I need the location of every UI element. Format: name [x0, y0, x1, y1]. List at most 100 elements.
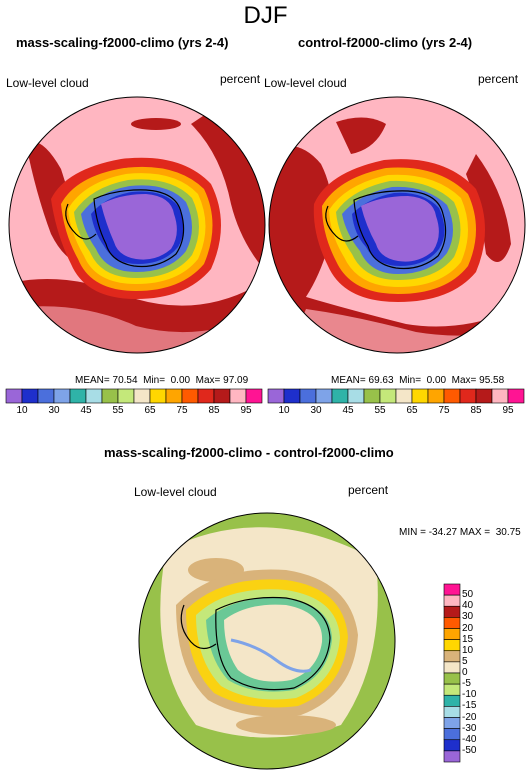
- colorbar-swatch: [347, 388, 365, 404]
- colorbar-swatch: [443, 594, 461, 607]
- colorbar-tick-label: 75: [438, 405, 450, 416]
- colorbar-swatch: [443, 628, 461, 640]
- panel-1-units: percent: [220, 72, 261, 86]
- colorbar-swatch: [443, 388, 461, 404]
- antarctic-interior: [361, 196, 439, 262]
- colorbar-tick-label: 55: [374, 405, 386, 416]
- red-band-east: [191, 114, 265, 274]
- colorbar-swatch: [475, 388, 493, 404]
- panel-2-units: percent: [478, 72, 519, 86]
- map-border: [268, 96, 526, 354]
- colorbar-swatch: [213, 388, 231, 404]
- colorbar-swatch: [101, 388, 119, 404]
- red-patch-north: [336, 117, 386, 154]
- colorbar-2: [267, 388, 525, 404]
- colorbar-swatch: [443, 728, 461, 741]
- panel-1-stats: MEAN= 70.54 Min= 0.00 Max= 97.09: [75, 375, 249, 386]
- colorbar-swatch: [379, 388, 397, 404]
- colorbar-tick-label: 55: [112, 405, 124, 416]
- map-border: [138, 512, 396, 770]
- colorbar-swatch: [21, 388, 39, 404]
- colorbar-swatch: [267, 388, 285, 404]
- map-border: [8, 96, 266, 354]
- colorbar-swatch: [443, 639, 461, 652]
- panel-2-stats: MEAN= 69.63 Min= 0.00 Max= 95.58: [331, 375, 505, 386]
- colorbar-swatch: [133, 388, 151, 404]
- colorbar-swatch: [443, 694, 461, 707]
- diff-units: percent: [348, 483, 389, 497]
- colorbar-tick-label: 40: [462, 600, 474, 612]
- colorbar-tick-label: 30: [310, 405, 322, 416]
- colorbar-tick-label: -40: [462, 733, 477, 745]
- colorbar-tick-label: 85: [208, 405, 220, 416]
- coastline: [93, 189, 185, 268]
- colorbar-swatch: [443, 706, 461, 718]
- colorbar-swatch: [443, 750, 461, 763]
- colorbar-tick-label: -15: [462, 700, 477, 712]
- antarctic-interior: [101, 194, 177, 260]
- diff-map: [138, 512, 396, 770]
- colorbar-swatch: [443, 650, 461, 663]
- panel-1-variable: Low-level cloud: [6, 76, 89, 90]
- tan-patch-s: [236, 715, 336, 735]
- colorbar-swatch: [117, 388, 135, 404]
- colorbar-swatch: [491, 388, 509, 404]
- colorbar-swatch: [427, 388, 445, 404]
- colorbar-swatch: [395, 388, 413, 404]
- panel-1-title: mass-scaling-f2000-climo (yrs 2-4): [16, 35, 229, 50]
- colorbar-swatch: [245, 388, 263, 404]
- diff-variable: Low-level cloud: [134, 485, 217, 499]
- panel-2-title: control-f2000-climo (yrs 2-4): [298, 35, 473, 50]
- colorbar-swatch: [5, 388, 23, 404]
- colorbar-swatch: [197, 388, 215, 404]
- colorbar-swatch: [443, 661, 461, 674]
- colorbar-swatch: [443, 739, 461, 752]
- colorbar-tick-label: 10: [462, 644, 474, 656]
- colorbar-tick-label: 45: [80, 405, 92, 416]
- colorbar-swatch: [411, 388, 429, 404]
- colorbar-tick-label: 30: [462, 611, 474, 623]
- colorbar-swatch: [165, 388, 183, 404]
- red-patch-north: [131, 118, 181, 130]
- coastline: [215, 596, 331, 691]
- colorbar-swatch: [53, 388, 71, 404]
- diff-stats: MIN = -34.27 MAX = 30.75: [399, 527, 521, 538]
- colorbar-tick-label: 10: [278, 405, 290, 416]
- colorbar-tick-label: 5: [462, 655, 468, 667]
- colorbar-swatch: [331, 388, 349, 404]
- colorbar-swatch: [181, 388, 199, 404]
- coastline: [353, 190, 447, 270]
- colorbar-tick-label: 45: [342, 405, 354, 416]
- colorbar-tick-label: 15: [462, 633, 474, 645]
- colorbar-tick-label: 65: [406, 405, 418, 416]
- colorbar-tick-label: -50: [462, 744, 477, 756]
- colorbar-swatch: [443, 683, 461, 696]
- colorbar-tick-label: -10: [462, 689, 477, 701]
- colorbar-tick-label: 20: [462, 622, 474, 634]
- colorbar-swatch: [363, 388, 381, 404]
- colorbar-swatch: [149, 388, 167, 404]
- colorbar-1: [5, 388, 263, 404]
- season-title: DJF: [243, 2, 288, 29]
- red-band-east: [466, 154, 511, 262]
- colorbar-tick-label: 30: [48, 405, 60, 416]
- blue-streak: [230, 638, 312, 673]
- colorbar-tick-label: 50: [462, 589, 474, 601]
- panel-2-variable: Low-level cloud: [264, 76, 347, 90]
- colorbar-swatch: [459, 388, 477, 404]
- colorbar-swatch: [85, 388, 103, 404]
- colorbar-tick-label: 85: [470, 405, 482, 416]
- colorbar-swatch: [443, 617, 461, 629]
- colorbar-swatch: [283, 388, 301, 404]
- colorbar-tick-label: 95: [502, 405, 514, 416]
- peninsula-coast: [180, 604, 217, 650]
- colorbar-swatch: [69, 388, 87, 404]
- colorbar-tick-label: -30: [462, 722, 477, 734]
- colorbar-swatch: [315, 388, 333, 404]
- colorbar-swatch: [443, 605, 461, 618]
- colorbar-tick-label: 65: [144, 405, 156, 416]
- diff-title: mass-scaling-f2000-climo - control-f2000…: [104, 445, 394, 460]
- colorbar-tick-label: 95: [240, 405, 252, 416]
- panel-1-map: [8, 96, 266, 354]
- peninsula-coast: [65, 203, 97, 240]
